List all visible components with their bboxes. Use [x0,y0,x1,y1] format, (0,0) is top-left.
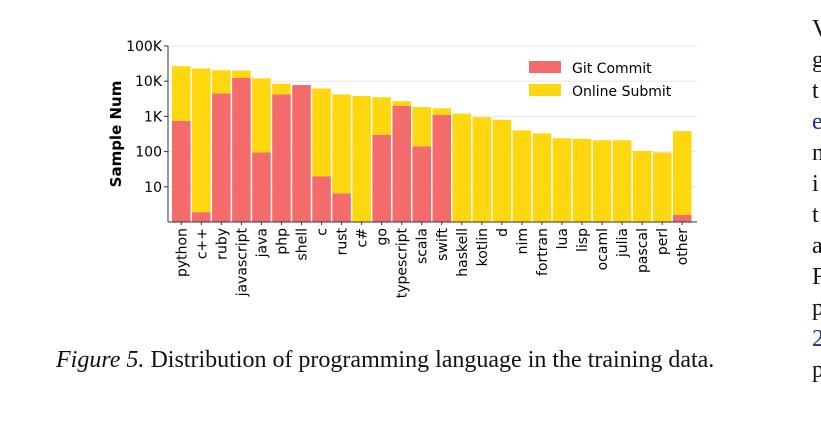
bar-git-commit-php [272,94,291,222]
x-tick-label-scala: scala [415,228,431,264]
side-text-line: 2 [812,326,821,352]
x-tick-label-ruby: ruby [214,228,230,260]
caption-text: Distribution of programming language in … [150,347,715,373]
side-text-line: t [812,202,819,228]
side-text-line: g [812,47,821,73]
legend-swatch-online-submit [529,84,561,96]
x-tick-label-perl: perl [655,228,671,255]
y-tick-label: 10 [144,180,162,196]
bar-online-submit-java [252,78,271,153]
bar-online-submit-swift [432,108,452,115]
side-text-line: e [812,109,821,135]
side-text-line: V [812,16,821,42]
x-tick-label-swift: swift [435,227,451,260]
bar-online-submit-perl [652,152,672,222]
bar-git-commit-java [252,152,271,222]
bar-chart: 10 100 1K 10K 100K python c++ ruby javascript ja… [107,39,697,298]
x-tick-label-rust: rust [335,227,351,255]
bar-online-submit-ocaml [592,140,612,222]
bar-git-commit-c [312,176,331,222]
bar-online-submit-scala [412,107,431,147]
y-axis-label: Sample Num [107,81,125,188]
x-tick-label-python: python [174,228,190,277]
x-tick-label-other: other [675,228,691,266]
x-tick-label-java: java [254,228,270,258]
legend: Git Commit Online Submit [529,61,672,100]
bar-git-commit-scala [412,146,431,222]
bar-git-commit-go [372,134,391,222]
y-tick-label: 10K [135,74,163,90]
x-tick-label-php: php [274,228,290,255]
caption-label: Figure 5. [56,347,145,373]
bar-online-submit-c++ [192,68,211,213]
bar-online-submit-php [272,83,291,95]
bar-git-commit-swift [432,114,452,222]
bar-online-submit-haskell [452,113,472,222]
figure-caption: Figure 5. Distribution of programming la… [56,344,761,377]
axes [167,46,697,223]
x-tick-labels: python c++ ruby javascript java php shell c rust… [174,222,691,298]
bar-online-submit-python [172,66,191,121]
side-text-line: p [812,357,821,383]
bar-online-submit-pascal [632,150,652,222]
bar-git-commit-rust [332,193,351,222]
x-tick-label-d: d [495,228,511,237]
x-tick-label-julia: julia [615,228,631,258]
bar-git-commit-typescript [392,105,411,222]
bar-online-submit-julia [612,140,632,222]
bar-online-submit-c [312,88,331,177]
bar-git-commit-python [172,120,191,222]
legend-label-online-submit: Online Submit [572,84,672,100]
x-tick-label-c#: c# [355,228,371,247]
x-tick-label-lua: lua [555,228,571,249]
bar-online-submit-kotlin [472,117,492,222]
legend-swatch-git-commit [529,61,561,73]
side-text-line: a [812,233,821,259]
bar-online-submit-fortran [532,133,552,222]
bar-online-submit-other [672,131,692,215]
bar-online-submit-javascript [232,70,251,78]
bar-git-commit-javascript [232,77,251,223]
y-tick-label: 100 [135,145,162,161]
x-tick-label-javascript: javascript [234,228,250,298]
bar-online-submit-nim [512,130,532,222]
side-text-line: n [812,140,821,166]
x-tick-label-nim: nim [515,228,531,254]
bar-online-submit-typescript [392,101,411,106]
side-text-line: i [812,171,819,197]
bar-git-commit-c++ [192,212,211,222]
bar-git-commit-ruby [212,93,231,222]
x-tick-label-go: go [375,228,391,245]
x-tick-label-lisp: lisp [575,228,591,252]
x-tick-label-shell: shell [295,228,311,261]
bar-online-submit-d [492,119,512,222]
bar-online-submit-lisp [572,138,592,222]
side-text-line: t [812,78,819,104]
y-tick-label: 1K [144,109,163,125]
x-tick-label-kotlin: kotlin [475,228,491,266]
bar-online-submit-lua [552,138,572,222]
side-text-line: F [812,264,821,290]
bar-online-submit-ruby [212,70,231,94]
x-tick-label-fortran: fortran [535,228,551,276]
bars [172,66,692,223]
side-text-line: p [812,295,821,321]
x-tick-label-haskell: haskell [455,228,471,277]
bar-git-commit-shell [292,84,311,223]
x-tick-label-pascal: pascal [635,228,651,273]
y-tick-labels: 10 100 1K 10K 100K [126,39,163,196]
bar-online-submit-go [372,97,391,135]
x-tick-label-ocaml: ocaml [595,228,611,270]
x-tick-label-c++: c++ [194,228,210,259]
bar-online-submit-rust [332,94,351,194]
x-tick-label-typescript: typescript [395,227,411,298]
y-tick-label: 100K [126,39,163,55]
bar-git-commit-other [672,214,692,222]
legend-label-git-commit: Git Commit [572,61,652,77]
x-tick-label-c: c [315,228,331,236]
bar-online-submit-c# [352,95,371,222]
